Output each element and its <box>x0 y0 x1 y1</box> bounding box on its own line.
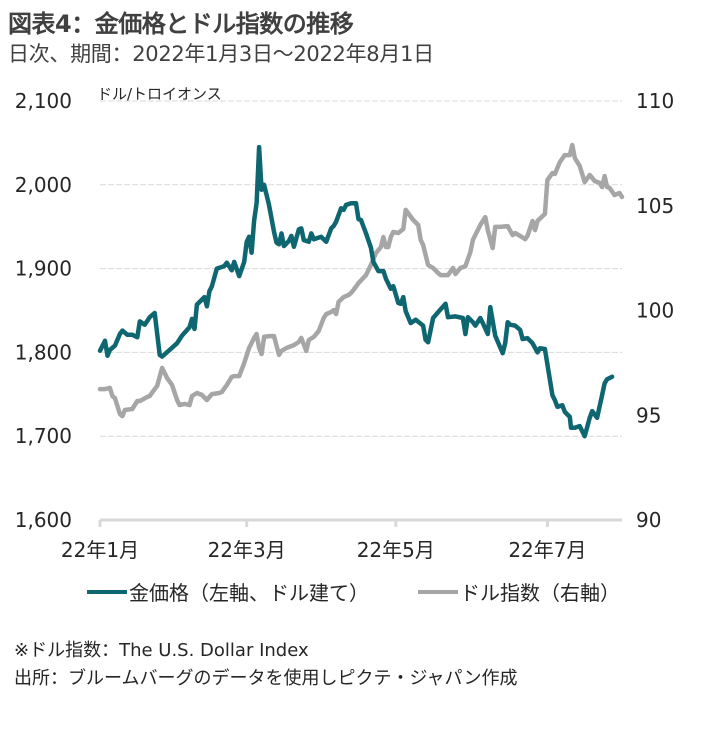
legend-item-gold: 金価格（左軸、ドル建て） <box>87 577 369 606</box>
left-y-tick-label: 1,900 <box>15 257 72 281</box>
right-y-tick-label: 90 <box>636 508 661 532</box>
left-y-tick-label: 2,100 <box>15 89 72 113</box>
footnote: ※ドル指数：The U.S. Dollar Index <box>14 640 309 661</box>
line-chart: 1,600 1,700 1,800 1,900 2,000 2,100 90 95 100 10… <box>15 89 674 562</box>
chart-subtitle: 日次、期間：2022年1月3日～2022年8月1日 <box>8 42 434 66</box>
x-tick-label: 22年1月 <box>61 538 139 562</box>
gridlines <box>100 100 622 437</box>
left-y-tick-label: 1,600 <box>15 508 72 532</box>
left-y-axis: 1,600 1,700 1,800 1,900 2,000 2,100 <box>15 89 72 532</box>
left-y-tick-label: 2,000 <box>15 173 72 197</box>
chart-title: 図表4：金価格とドル指数の推移 <box>8 10 354 38</box>
right-y-tick-label: 110 <box>636 89 674 113</box>
left-y-tick-label: 1,700 <box>15 424 72 448</box>
right-y-axis: 90 95 100 105 110 <box>636 89 674 532</box>
source-note: 出所：ブルームバーグのデータを使用しピクテ・ジャパン作成 <box>14 668 518 689</box>
series-lines <box>97 142 625 439</box>
legend-swatch-dollar <box>418 589 458 594</box>
legend-item-dollar: ドル指数（右軸） <box>418 577 620 606</box>
legend-swatch-gold <box>87 589 127 594</box>
right-y-tick-label: 95 <box>636 403 661 427</box>
series-line-dollar-index <box>97 142 625 419</box>
legend-label-dollar: ドル指数（右軸） <box>460 581 620 605</box>
series-line-gold-price <box>97 144 615 439</box>
x-tick-label: 22年3月 <box>208 538 286 562</box>
legend: 金価格（左軸、ドル建て） ドル指数（右軸） <box>0 577 713 607</box>
legend-label-gold: 金価格（左軸、ドル建て） <box>129 581 369 605</box>
left-axis-unit-label: ドル/トロイオンス <box>97 85 222 103</box>
right-y-tick-label: 100 <box>636 299 674 323</box>
x-tick-label: 22年5月 <box>357 538 435 562</box>
left-y-tick-label: 1,800 <box>15 340 72 364</box>
right-y-tick-label: 105 <box>636 194 674 218</box>
x-axis: 22年1月 22年3月 22年5月 22年7月 <box>61 518 622 562</box>
x-tick-label: 22年7月 <box>508 538 586 562</box>
